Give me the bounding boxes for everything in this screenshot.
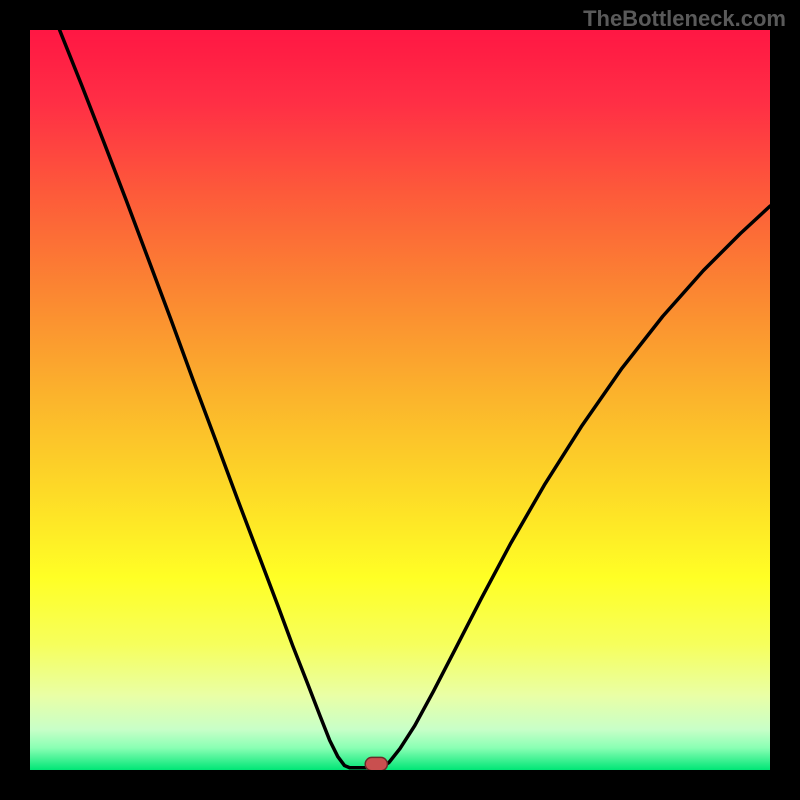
gradient-background <box>30 30 770 770</box>
plot-area <box>30 30 770 770</box>
chart-svg <box>30 30 770 770</box>
watermark-text: TheBottleneck.com <box>583 6 786 32</box>
chart-container: TheBottleneck.com <box>0 0 800 800</box>
optimal-point-marker <box>365 757 387 770</box>
